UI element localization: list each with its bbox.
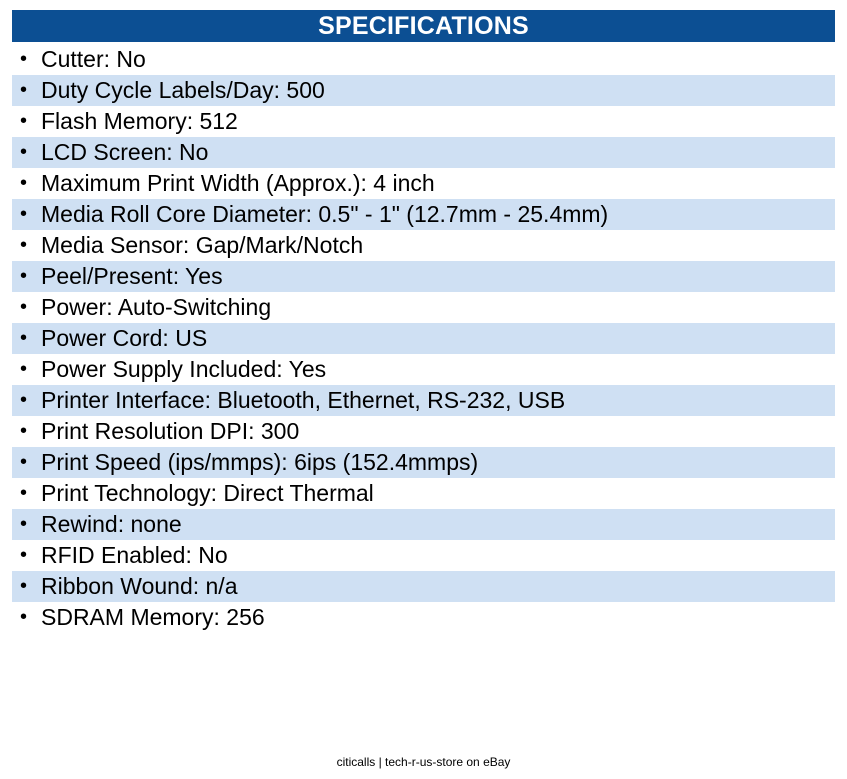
spec-text: SDRAM Memory: 256: [41, 604, 265, 630]
bullet-icon: •: [20, 327, 28, 349]
bullet-icon: •: [20, 203, 28, 225]
spec-row: • SDRAM Memory: 256: [12, 602, 835, 633]
spec-row: • Power Cord: US: [12, 323, 835, 354]
spec-row: • Maximum Print Width (Approx.): 4 inch: [12, 168, 835, 199]
spec-text: Maximum Print Width (Approx.): 4 inch: [41, 170, 435, 196]
bullet-icon: •: [20, 296, 28, 318]
spec-text: Power Supply Included: Yes: [41, 356, 327, 382]
bullet-icon: •: [20, 48, 28, 70]
bullet-icon: •: [20, 265, 28, 287]
spec-row: • Cutter: No: [12, 44, 835, 75]
spec-row: • Flash Memory: 512: [12, 106, 835, 137]
spec-text: Rewind: none: [41, 511, 182, 537]
bullet-icon: •: [20, 575, 28, 597]
bullet-icon: •: [20, 420, 28, 442]
spec-text: Media Sensor: Gap/Mark/Notch: [41, 232, 364, 258]
spec-row: • Media Sensor: Gap/Mark/Notch: [12, 230, 835, 261]
spec-text: Power Cord: US: [41, 325, 208, 351]
spec-text: RFID Enabled: No: [41, 542, 228, 568]
spec-row: • Duty Cycle Labels/Day: 500: [12, 75, 835, 106]
spec-list: • Cutter: No • Duty Cycle Labels/Day: 500 …: [12, 44, 835, 633]
spec-row: • Print Speed (ips/mmps): 6ips (152.4mmps…: [12, 447, 835, 478]
spec-text: Cutter: No: [41, 46, 146, 72]
spec-row: • Peel/Present: Yes: [12, 261, 835, 292]
spec-row: • RFID Enabled: No: [12, 540, 835, 571]
bullet-icon: •: [20, 513, 28, 535]
bullet-icon: •: [20, 451, 28, 473]
spec-text: Print Speed (ips/mmps): 6ips (152.4mmps): [41, 449, 479, 475]
spec-text: Ribbon Wound: n/a: [41, 573, 238, 599]
bullet-icon: •: [20, 141, 28, 163]
spec-text: Media Roll Core Diameter: 0.5" - 1" (12.…: [41, 201, 609, 227]
bullet-icon: •: [20, 482, 28, 504]
bullet-icon: •: [20, 606, 28, 628]
spec-row: • LCD Screen: No: [12, 137, 835, 168]
spec-row: • Ribbon Wound: n/a: [12, 571, 835, 602]
specifications-header: SPECIFICATIONS: [12, 10, 835, 42]
spec-row: • Rewind: none: [12, 509, 835, 540]
bullet-icon: •: [20, 79, 28, 101]
spec-text: Print Technology: Direct Thermal: [41, 480, 374, 506]
bullet-icon: •: [20, 544, 28, 566]
spec-text: Duty Cycle Labels/Day: 500: [41, 77, 325, 103]
spec-text: Peel/Present: Yes: [41, 263, 223, 289]
spec-row: • Media Roll Core Diameter: 0.5" - 1" (12…: [12, 199, 835, 230]
footer-credit: citicalls | tech-r-us-store on eBay: [336, 755, 511, 769]
spec-text: Printer Interface: Bluetooth, Ethernet, …: [41, 387, 566, 413]
bullet-icon: •: [20, 234, 28, 256]
spec-row: • Printer Interface: Bluetooth, Ethernet,…: [12, 385, 835, 416]
bullet-icon: •: [20, 389, 28, 411]
spec-row: • Power: Auto-Switching: [12, 292, 835, 323]
bullet-icon: •: [20, 110, 28, 132]
spec-text: Flash Memory: 512: [41, 108, 238, 134]
spec-row: • Print Technology: Direct Thermal: [12, 478, 835, 509]
spec-text: Power: Auto-Switching: [41, 294, 272, 320]
bullet-icon: •: [20, 358, 28, 380]
bullet-icon: •: [20, 172, 28, 194]
spec-row: • Print Resolution DPI: 300: [12, 416, 835, 447]
spec-text: LCD Screen: No: [41, 139, 209, 165]
spec-text: Print Resolution DPI: 300: [41, 418, 300, 444]
spec-row: • Power Supply Included: Yes: [12, 354, 835, 385]
